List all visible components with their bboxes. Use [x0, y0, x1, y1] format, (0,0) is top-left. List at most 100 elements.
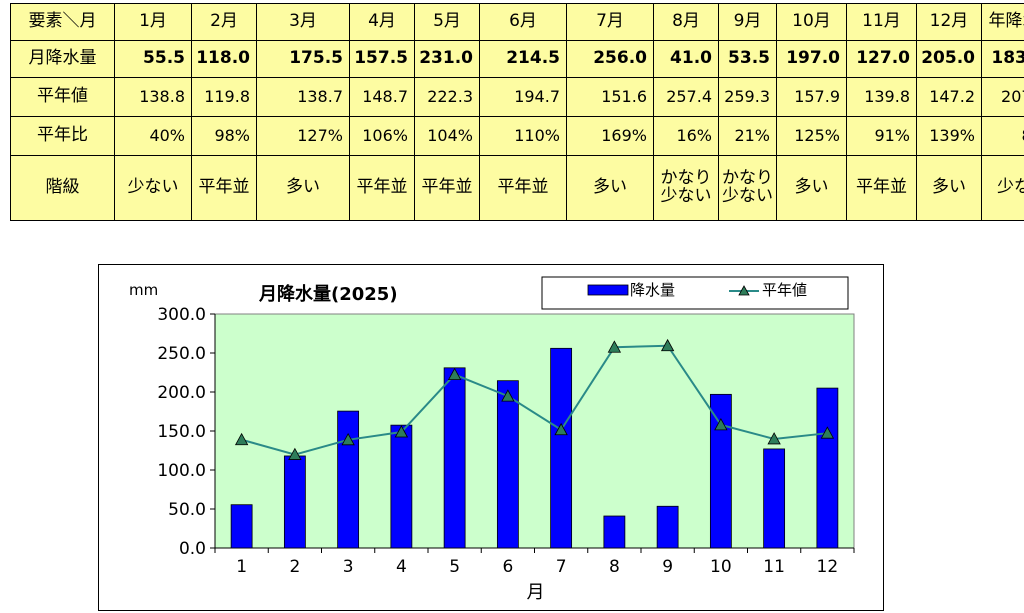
legend-swatch-rainfall — [587, 284, 629, 296]
table-cell: かなり少ない — [718, 155, 777, 221]
month-header: 11月 — [846, 3, 917, 41]
row-label: 月降水量 — [10, 40, 115, 78]
plot-area — [214, 313, 855, 549]
x-tick-label: 2 — [289, 557, 300, 577]
marker-normal — [394, 425, 409, 438]
y-tick-label: 100.0 — [157, 461, 206, 481]
marker-normal — [234, 432, 249, 446]
row-label: 階級 — [10, 155, 115, 221]
table-cell: 16% — [653, 116, 719, 156]
marker-normal — [767, 432, 781, 445]
table-cell: 148.7 — [349, 77, 415, 117]
month-header: 12月 — [916, 3, 982, 41]
table-cell: 41.0 — [653, 40, 719, 78]
y-tick-label: 150.0 — [157, 422, 206, 442]
table-cell: 多い — [916, 155, 982, 221]
table-cell: 139.8 — [846, 77, 917, 117]
table-header-row: 要素＼月1月2月3月4月5月6月7月8月9月10月11月12月年降水量 — [10, 3, 1024, 41]
month-header: 8月 — [653, 3, 719, 41]
table-cell: 259.3 — [718, 77, 777, 117]
table-cell: 平年並 — [479, 155, 567, 221]
table-cell: 110% — [479, 116, 567, 156]
table-corner-header: 要素＼月 — [10, 3, 115, 41]
bar-rainfall — [443, 367, 466, 549]
bar-rainfall — [709, 393, 732, 549]
x-tick-label: 3 — [343, 557, 354, 577]
table-cell: 197.0 — [776, 40, 847, 78]
x-axis-title: 月 — [527, 582, 545, 603]
marker-normal — [447, 367, 462, 381]
annual-cell: 1831.5 — [981, 40, 1024, 78]
y-tick-label: 200.0 — [157, 383, 206, 403]
legend-label-rainfall: 降水量 — [630, 281, 675, 299]
table-cell: 127.0 — [846, 40, 917, 78]
x-tick-label: 5 — [449, 557, 460, 577]
table-cell: 138.7 — [256, 77, 350, 117]
month-header: 4月 — [349, 3, 415, 41]
bar-rainfall — [337, 410, 360, 549]
marker-normal — [660, 338, 675, 352]
table-cell: 53.5 — [718, 40, 777, 78]
table-cell: 138.8 — [114, 77, 192, 117]
annual-cell: 少ない — [981, 155, 1024, 221]
x-tick-label: 10 — [710, 557, 732, 577]
table-cell: 157.5 — [349, 40, 415, 78]
chart-title: 月降水量(2025) — [258, 283, 398, 305]
bar-rainfall — [763, 448, 786, 549]
table-cell: 40% — [114, 116, 192, 156]
table-cell: 91% — [846, 116, 917, 156]
table-cell: 151.6 — [566, 77, 654, 117]
month-header: 9月 — [718, 3, 777, 41]
bar-rainfall — [656, 505, 679, 549]
x-tick-label: 4 — [396, 557, 407, 577]
precipitation-chart: 0.0 50.0 100.0 150.0 200.0 250.0 300.0 1 2 3 4 5 6 7 8… — [98, 264, 884, 611]
y-tick-label: 0.0 — [179, 539, 206, 559]
x-tick-label: 6 — [502, 557, 513, 577]
month-header: 7月 — [566, 3, 654, 41]
table-cell: 104% — [414, 116, 480, 156]
annual-header: 年降水量 — [981, 3, 1024, 41]
table-row-class: 階級 少ない 平年並 多い 平年並 平年並 平年並 多い かなり少ない かなり少ない 多い 平年並 多い… — [10, 155, 1024, 221]
table-cell: 257.4 — [653, 77, 719, 117]
marker-normal — [341, 432, 355, 446]
table-cell: 平年並 — [846, 155, 917, 221]
bar-rainfall — [550, 347, 573, 549]
y-tick-label: 50.0 — [168, 500, 206, 520]
table-cell: 平年並 — [349, 155, 415, 221]
month-header: 5月 — [414, 3, 480, 41]
table-row-normal: 平年値 138.8 119.8 138.7 148.7 222.3 194.7 151.6 25… — [10, 77, 1024, 117]
annual-cell: 2076.0 — [981, 77, 1024, 117]
bar-rainfall — [816, 387, 839, 549]
marker-normal — [714, 418, 728, 431]
x-tick-label: 1 — [236, 557, 247, 577]
marker-normal — [288, 447, 302, 460]
table-cell: 175.5 — [256, 40, 350, 78]
legend-marker-normal — [738, 285, 750, 296]
y-tick-label: 300.0 — [157, 305, 206, 325]
table-cell: 125% — [776, 116, 847, 156]
y-axis-unit-label: mm — [129, 281, 158, 299]
marker-normal — [820, 426, 835, 439]
table-row-rainfall: 月降水量 55.5 118.0 175.5 157.5 231.0 214.5 256.0 41… — [10, 40, 1024, 78]
bar-rainfall — [603, 515, 626, 549]
table-cell: かなり少ない — [653, 155, 719, 221]
month-header: 1月 — [114, 3, 192, 41]
bar-rainfall — [390, 424, 413, 549]
bar-rainfall — [283, 455, 306, 549]
x-tick-label: 7 — [556, 557, 567, 577]
table-cell: 214.5 — [479, 40, 567, 78]
table-cell: 194.7 — [479, 77, 567, 117]
row-label: 平年比 — [10, 116, 115, 156]
month-header: 10月 — [776, 3, 847, 41]
table-cell: 平年並 — [414, 155, 480, 221]
table-row-ratio: 平年比 40% 98% 127% 106% 104% 110% 169% 16% 21% 125% 9… — [10, 116, 1024, 156]
bar-rainfall — [496, 380, 519, 549]
month-header: 6月 — [479, 3, 567, 41]
table-cell: 119.8 — [191, 77, 257, 117]
table-cell: 98% — [191, 116, 257, 156]
bar-rainfall — [230, 504, 253, 549]
y-tick-label: 250.0 — [157, 344, 206, 364]
table-cell: 21% — [718, 116, 777, 156]
table-cell: 平年並 — [191, 155, 257, 221]
table-cell: 多い — [256, 155, 350, 221]
